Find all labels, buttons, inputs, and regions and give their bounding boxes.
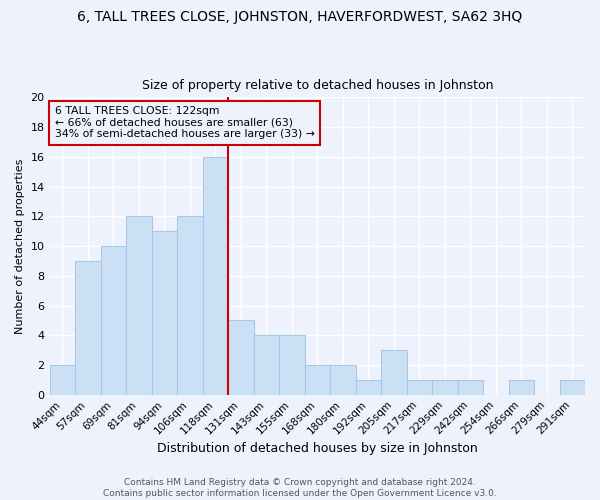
Bar xyxy=(381,350,407,395)
X-axis label: Distribution of detached houses by size in Johnston: Distribution of detached houses by size … xyxy=(157,442,478,455)
Text: 6, TALL TREES CLOSE, JOHNSTON, HAVERFORDWEST, SA62 3HQ: 6, TALL TREES CLOSE, JOHNSTON, HAVERFORD… xyxy=(77,10,523,24)
Bar xyxy=(254,335,279,394)
Y-axis label: Number of detached properties: Number of detached properties xyxy=(15,158,25,334)
Bar xyxy=(330,365,356,394)
Title: Size of property relative to detached houses in Johnston: Size of property relative to detached ho… xyxy=(142,79,493,92)
Bar xyxy=(458,380,483,394)
Bar xyxy=(432,380,458,394)
Bar xyxy=(356,380,381,394)
Text: 6 TALL TREES CLOSE: 122sqm
← 66% of detached houses are smaller (63)
34% of semi: 6 TALL TREES CLOSE: 122sqm ← 66% of deta… xyxy=(55,106,315,140)
Bar xyxy=(560,380,585,394)
Bar xyxy=(407,380,432,394)
Bar xyxy=(101,246,126,394)
Bar xyxy=(75,261,101,394)
Bar xyxy=(50,365,75,394)
Bar xyxy=(203,157,228,394)
Bar xyxy=(152,231,177,394)
Bar xyxy=(279,335,305,394)
Bar xyxy=(126,216,152,394)
Bar xyxy=(177,216,203,394)
Bar xyxy=(509,380,534,394)
Text: Contains HM Land Registry data © Crown copyright and database right 2024.
Contai: Contains HM Land Registry data © Crown c… xyxy=(103,478,497,498)
Bar xyxy=(228,320,254,394)
Bar xyxy=(305,365,330,394)
